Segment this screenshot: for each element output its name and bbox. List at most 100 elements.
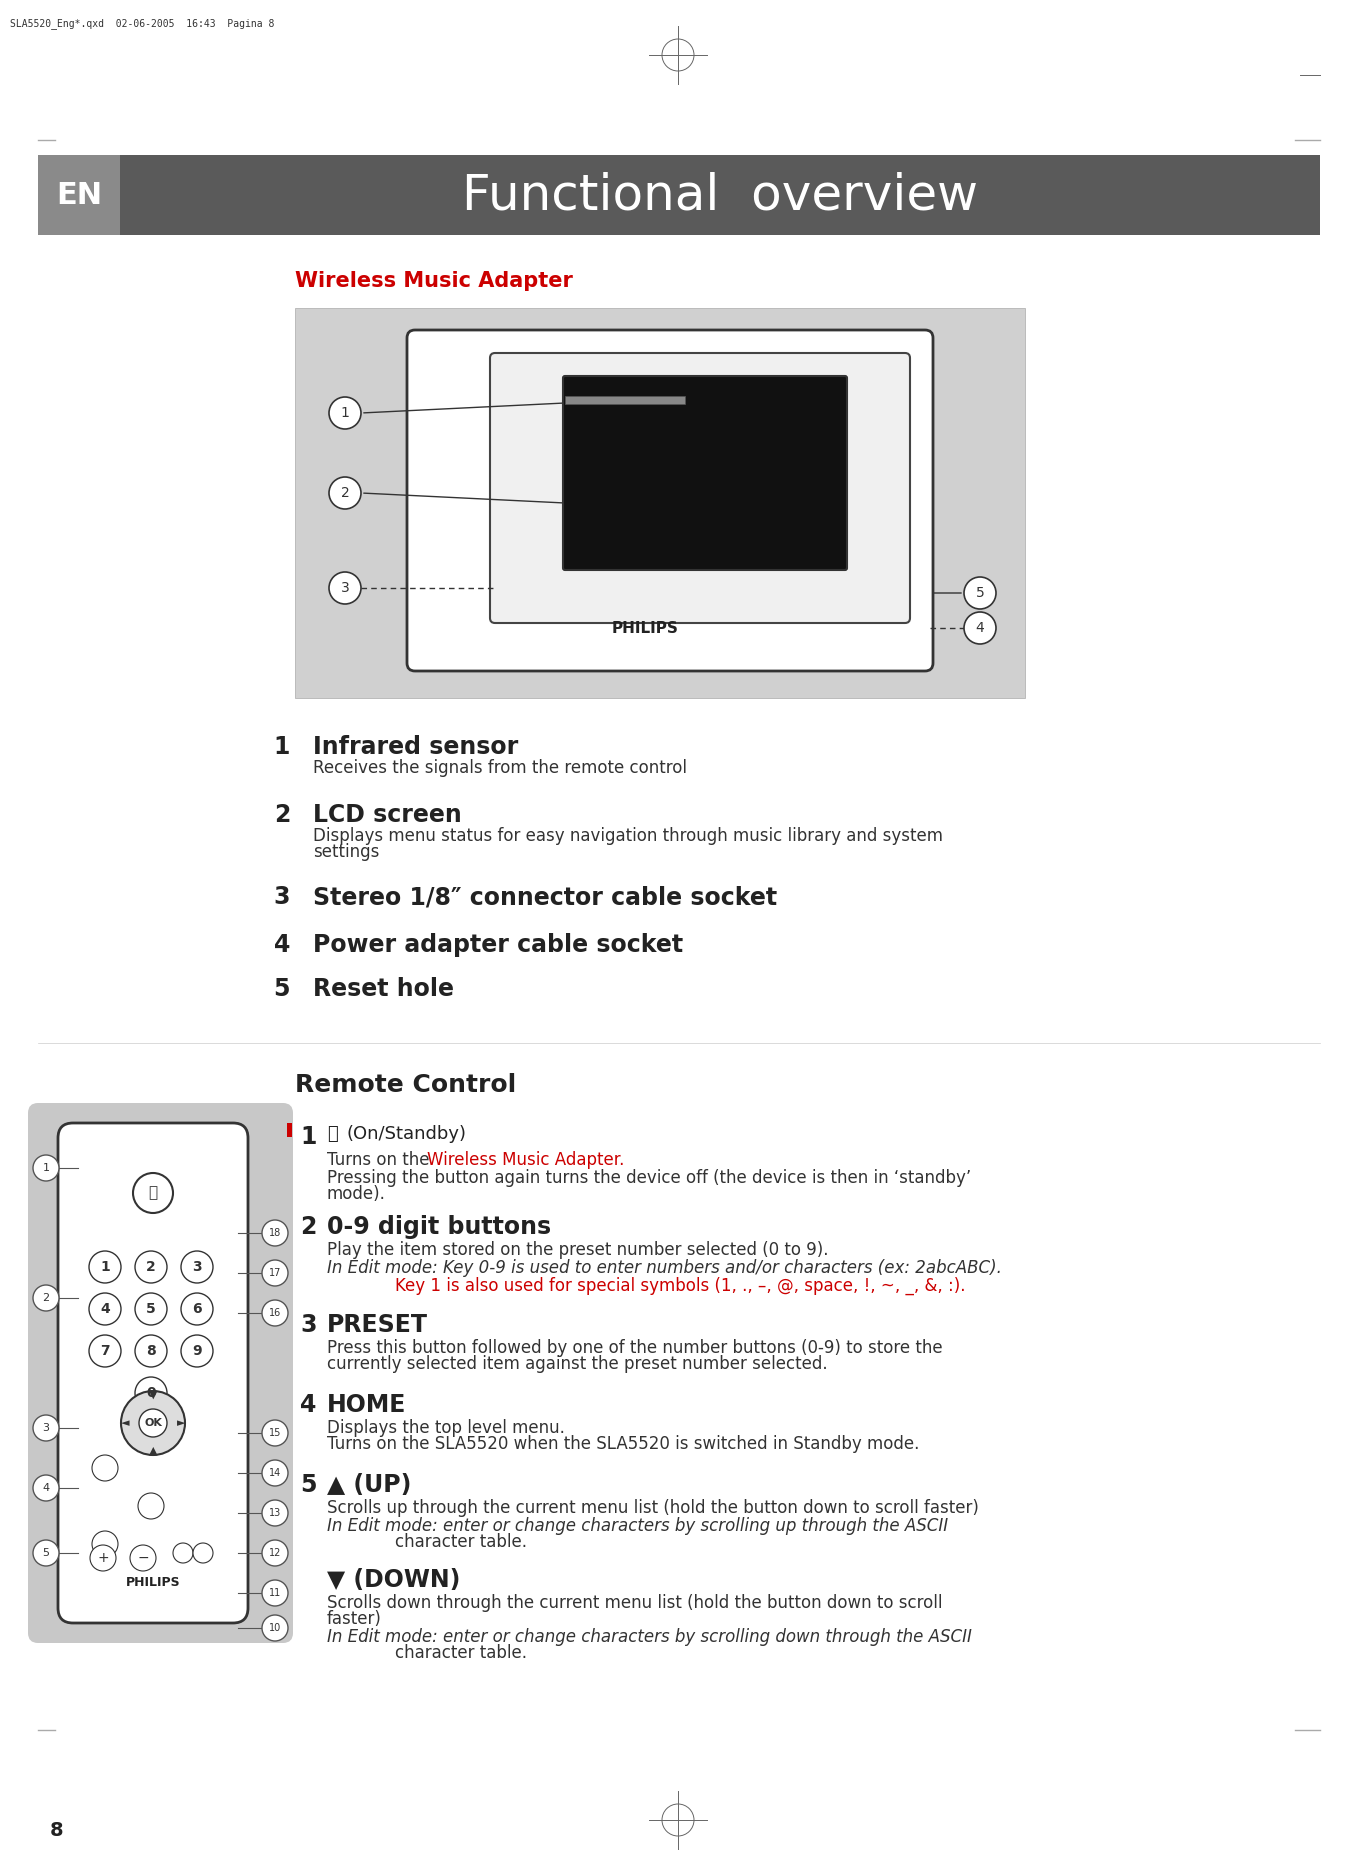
Circle shape xyxy=(92,1530,118,1557)
Text: 3: 3 xyxy=(300,1313,316,1338)
Text: 0: 0 xyxy=(147,1386,156,1400)
FancyBboxPatch shape xyxy=(563,376,847,571)
Text: LCD screen: LCD screen xyxy=(313,803,461,827)
Text: 10: 10 xyxy=(269,1622,281,1633)
Circle shape xyxy=(328,573,361,604)
Text: 5: 5 xyxy=(42,1547,49,1559)
Text: ◄: ◄ xyxy=(121,1418,129,1428)
Text: 8: 8 xyxy=(147,1343,156,1358)
FancyBboxPatch shape xyxy=(490,354,911,623)
Text: Reset hole: Reset hole xyxy=(313,977,455,1001)
Circle shape xyxy=(262,1259,288,1285)
Text: 1: 1 xyxy=(42,1164,49,1173)
Text: ▼ (DOWN): ▼ (DOWN) xyxy=(327,1568,460,1592)
Circle shape xyxy=(180,1336,213,1368)
Text: 5: 5 xyxy=(976,586,984,601)
Circle shape xyxy=(90,1545,115,1572)
Circle shape xyxy=(33,1474,58,1501)
Circle shape xyxy=(193,1544,213,1562)
Circle shape xyxy=(262,1300,288,1327)
Text: settings: settings xyxy=(313,844,380,861)
Text: 12: 12 xyxy=(269,1547,281,1559)
Text: 5: 5 xyxy=(274,977,290,1001)
Text: SLA5520_Eng*.qxd  02-06-2005  16:43  Pagina 8: SLA5520_Eng*.qxd 02-06-2005 16:43 Pagina… xyxy=(9,19,274,28)
Text: 2: 2 xyxy=(274,803,290,827)
Text: OK: OK xyxy=(144,1418,161,1428)
Text: 11: 11 xyxy=(269,1588,281,1598)
Text: In Edit mode: enter or change characters by scrolling down through the ASCII: In Edit mode: enter or change characters… xyxy=(327,1628,972,1646)
Circle shape xyxy=(262,1459,288,1486)
Text: ►: ► xyxy=(176,1418,186,1428)
Text: PHILIPS: PHILIPS xyxy=(612,621,678,636)
Text: ▲: ▲ xyxy=(149,1446,157,1456)
Text: HOME: HOME xyxy=(327,1394,406,1416)
Text: Play the item stored on the preset number selected (0 to 9).: Play the item stored on the preset numbe… xyxy=(327,1240,829,1259)
Text: Pressing the button again turns the device off (the device is then in ‘standby’: Pressing the button again turns the devi… xyxy=(327,1169,972,1186)
FancyBboxPatch shape xyxy=(58,1123,248,1622)
Text: −: − xyxy=(137,1551,149,1564)
Bar xyxy=(286,1123,292,1138)
Text: Receives the signals from the remote control: Receives the signals from the remote con… xyxy=(313,760,687,776)
Text: 16: 16 xyxy=(269,1308,281,1317)
Text: 2: 2 xyxy=(147,1259,156,1274)
FancyBboxPatch shape xyxy=(407,329,934,672)
Text: 3: 3 xyxy=(193,1259,202,1274)
Text: 4: 4 xyxy=(300,1394,316,1416)
Circle shape xyxy=(138,1409,167,1437)
Text: EN: EN xyxy=(56,180,102,210)
Text: 18: 18 xyxy=(269,1227,281,1239)
Text: 4: 4 xyxy=(100,1302,110,1315)
FancyBboxPatch shape xyxy=(28,1104,293,1643)
Text: 3: 3 xyxy=(274,885,290,909)
Text: Power adapter cable socket: Power adapter cable socket xyxy=(313,934,683,956)
Circle shape xyxy=(963,576,996,608)
Circle shape xyxy=(328,477,361,509)
Circle shape xyxy=(134,1252,167,1284)
Circle shape xyxy=(92,1456,118,1482)
Text: 2: 2 xyxy=(300,1214,316,1239)
Circle shape xyxy=(33,1154,58,1181)
Circle shape xyxy=(180,1293,213,1325)
Circle shape xyxy=(262,1579,288,1605)
Text: 5: 5 xyxy=(300,1472,316,1497)
Text: Key 1 is also used for special symbols (1, ., –, @, space, !, ~, _, &, :).: Key 1 is also used for special symbols (… xyxy=(395,1278,965,1295)
Text: 14: 14 xyxy=(269,1469,281,1478)
Circle shape xyxy=(134,1377,167,1409)
Text: 2: 2 xyxy=(341,486,349,500)
Circle shape xyxy=(90,1252,121,1284)
Text: ▲ (UP): ▲ (UP) xyxy=(327,1472,411,1497)
Text: 0-9 digit buttons: 0-9 digit buttons xyxy=(327,1214,551,1239)
Text: Scrolls up through the current menu list (hold the button down to scroll faster): Scrolls up through the current menu list… xyxy=(327,1499,978,1517)
Text: ▼: ▼ xyxy=(149,1390,157,1400)
Circle shape xyxy=(172,1544,193,1562)
Text: ⏻: ⏻ xyxy=(327,1124,338,1143)
Text: 4: 4 xyxy=(274,934,290,956)
Text: Press this button followed by one of the number buttons (0-9) to store the: Press this button followed by one of the… xyxy=(327,1340,943,1356)
Text: In Edit mode: enter or change characters by scrolling up through the ASCII: In Edit mode: enter or change characters… xyxy=(327,1517,949,1534)
Circle shape xyxy=(328,397,361,428)
Bar xyxy=(565,397,685,404)
Text: +: + xyxy=(98,1551,109,1564)
Circle shape xyxy=(262,1615,288,1641)
Circle shape xyxy=(33,1540,58,1566)
Circle shape xyxy=(134,1293,167,1325)
Text: 3: 3 xyxy=(341,582,349,595)
Circle shape xyxy=(133,1173,172,1212)
Text: character table.: character table. xyxy=(395,1645,527,1661)
Text: Wireless Music Adapter.: Wireless Music Adapter. xyxy=(427,1151,624,1169)
Text: Infrared sensor: Infrared sensor xyxy=(313,735,518,760)
Text: 3: 3 xyxy=(42,1424,49,1433)
Circle shape xyxy=(262,1501,288,1527)
Text: 1: 1 xyxy=(341,406,350,419)
Text: 2: 2 xyxy=(42,1293,50,1302)
Text: 4: 4 xyxy=(976,621,984,634)
Text: PRESET: PRESET xyxy=(327,1313,427,1338)
Text: Displays menu status for easy navigation through music library and system: Displays menu status for easy navigation… xyxy=(313,827,943,846)
Text: Stereo 1/8″ connector cable socket: Stereo 1/8″ connector cable socket xyxy=(313,885,778,909)
Circle shape xyxy=(180,1252,213,1284)
Circle shape xyxy=(963,612,996,644)
Text: 7: 7 xyxy=(100,1343,110,1358)
FancyBboxPatch shape xyxy=(119,155,1320,236)
Text: mode).: mode). xyxy=(327,1184,385,1203)
Text: Displays the top level menu.: Displays the top level menu. xyxy=(327,1418,565,1437)
